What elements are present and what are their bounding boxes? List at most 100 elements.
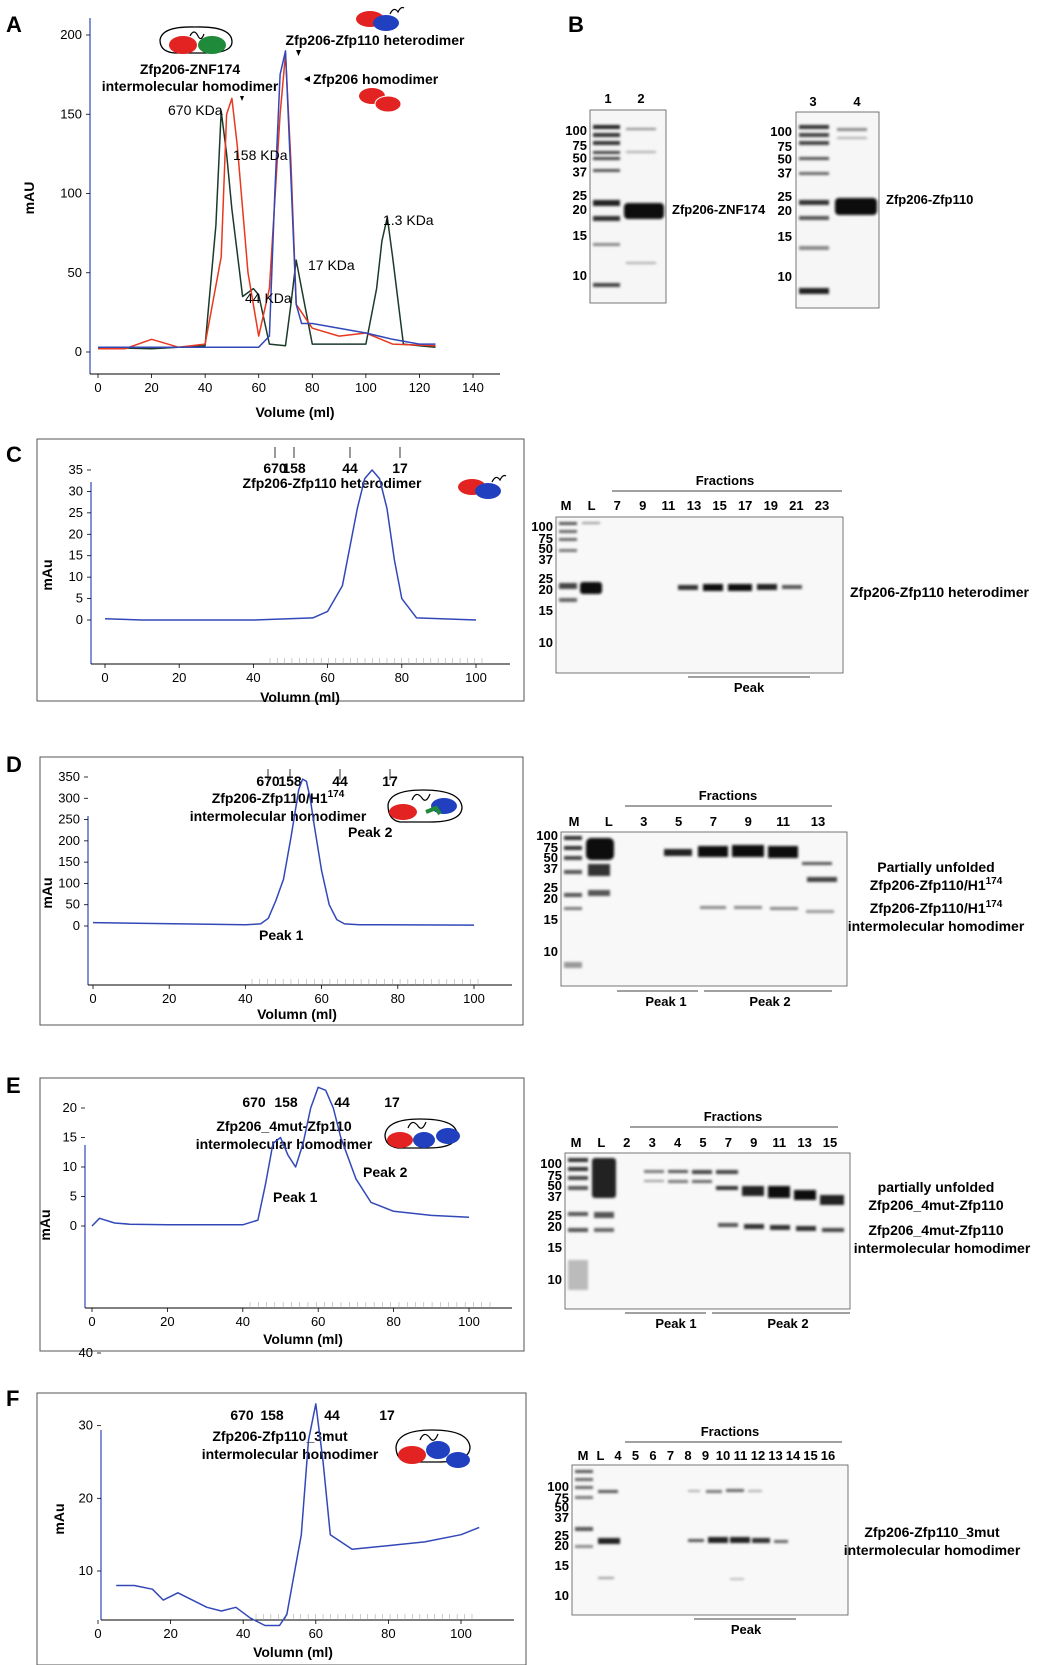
gel-f-header: Fractions	[701, 1424, 760, 1439]
lane-label-1: 1	[604, 91, 611, 106]
y-tick-label: 300	[58, 790, 80, 805]
gel-lane-label-5: 5	[699, 1135, 706, 1150]
panel-d-x-axis-label: Volumn (ml)	[257, 1006, 337, 1022]
icon-homodimer	[359, 88, 402, 113]
panel-f-title-line2: intermolecular homodimer	[202, 1446, 379, 1462]
arrow-heterodimer	[296, 50, 301, 56]
gel-marker-15: 15	[544, 912, 558, 927]
gel-e-peak2: Peak 2	[767, 1316, 808, 1331]
std-label-158: 158 KDa	[233, 147, 288, 163]
gel-e-band1-line1: partially unfolded	[878, 1179, 995, 1195]
panel-f-gel: Fractions M L 4 5 6 7 8 9 10 11 12 13 14 15 16 1007550…	[547, 1424, 1021, 1637]
gel-d-band1-line2: Zfp206-Zfp110/H1174	[870, 876, 1003, 893]
gel-lane-label-15: 15	[712, 498, 726, 513]
x-tick-label: 80	[381, 1626, 395, 1641]
top-marker-158: 158	[278, 773, 302, 789]
gel-marker-37: 37	[539, 552, 553, 567]
y-tick-label: 350	[58, 769, 80, 784]
x-tick-label: 20	[163, 1626, 177, 1641]
lane-label-3: 3	[809, 94, 816, 109]
panel-label-b: B	[568, 12, 584, 37]
gel-marker-15: 15	[539, 603, 553, 618]
top-marker-158: 158	[260, 1407, 284, 1423]
gel-lane-label-12: 12	[751, 1448, 765, 1463]
gel-lane-label-L: L	[588, 498, 596, 513]
series-line-f-0	[116, 1403, 480, 1627]
arrow-znf174	[240, 96, 244, 101]
gel-marker-20: 20	[555, 1538, 569, 1553]
x-tick-label: 0	[101, 670, 108, 685]
y-tick-label: 15	[63, 1130, 77, 1145]
gel-c-band-label: Zfp206-Zfp110 heterodimer	[850, 584, 1029, 600]
panel-c-y-axis-label: mAu	[39, 559, 55, 590]
gel-marker-10: 10	[548, 1272, 562, 1287]
std-label-1-3: 1.3 KDa	[383, 212, 434, 228]
panel-d-y-axis-label: mAu	[39, 877, 55, 908]
panel-f-chromatogram: 0 20 40 60 80 100 10 20 30 40 670 158 44 17 Volumn (m…	[51, 1345, 514, 1660]
y-tick-label: 5	[76, 591, 83, 606]
gel-lane-label-9: 9	[745, 814, 752, 829]
gel-marker-15: 15	[555, 1558, 569, 1573]
series-line-a-1	[98, 53, 436, 350]
icon-homodimer-f	[395, 1429, 471, 1468]
gel-lane-label-4: 4	[614, 1448, 622, 1463]
x-tick-label: 80	[386, 1314, 400, 1329]
series-line-d-0	[92, 778, 475, 926]
gel-d-header: Fractions	[699, 788, 758, 803]
panel-label-a: A	[6, 12, 22, 37]
gel-marker-100: 100	[531, 519, 553, 534]
gel-marker-100: 100	[565, 123, 587, 138]
gel-marker-10: 10	[539, 635, 553, 650]
gel-lane-label-14: 14	[786, 1448, 801, 1463]
x-tick-label: 100	[463, 991, 485, 1006]
x-tick-label: 0	[94, 1626, 101, 1641]
panel-d-peak1: Peak 1	[259, 927, 304, 943]
gel-b-lane-4-band	[835, 128, 877, 215]
panel-label-d: D	[6, 752, 22, 777]
y-tick-label: 150	[60, 106, 82, 121]
top-marker-158: 158	[274, 1094, 298, 1110]
panel-e-chromatogram: 0 20 40 60 80 100 0 5 10 15 20 670 158 44 17 Volumn (m…	[37, 1086, 512, 1347]
gel-f-peak-label: Peak	[731, 1622, 762, 1637]
lane-label-4: 4	[853, 94, 861, 109]
panel-f-x-axis-label: Volumn (ml)	[253, 1644, 333, 1660]
panel-c-box	[36, 438, 525, 702]
gel-lane-label-3: 3	[649, 1135, 656, 1150]
gel-marker-10: 10	[555, 1588, 569, 1603]
panel-f-title-line1: Zfp206-Zfp110_3mut	[212, 1428, 348, 1444]
x-tick-label: 60	[311, 1314, 325, 1329]
gel-marker-25: 25	[778, 189, 792, 204]
top-marker-670: 670	[256, 773, 280, 789]
ann-heterodimer: Zfp206-Zfp110 heterodimer	[286, 32, 465, 48]
x-tick-label: 140	[462, 380, 484, 395]
gel-marker-50: 50	[548, 1178, 562, 1193]
y-tick-label: 0	[73, 918, 80, 933]
top-marker-17: 17	[392, 460, 408, 476]
gel-marker-25: 25	[573, 188, 587, 203]
gel-marker-50: 50	[544, 850, 558, 865]
panel-d-title-line1: Zfp206-Zfp110/H1174	[212, 789, 345, 806]
panel-d-title-line2: intermolecular homodimer	[190, 808, 367, 824]
gel-marker-50: 50	[555, 1500, 569, 1515]
icon-homodimer-e	[384, 1118, 460, 1149]
std-label-17: 17 KDa	[308, 257, 355, 273]
gel-c-header: Fractions	[696, 473, 755, 488]
y-tick-label: 40	[79, 1345, 93, 1360]
y-tick-label: 10	[79, 1563, 93, 1578]
ann-zfp206-znf174-line2: intermolecular homodimer	[102, 78, 279, 94]
series-line-a-0	[97, 110, 436, 350]
gel-lane-label-7: 7	[725, 1135, 732, 1150]
icon-homodimer-d	[387, 789, 463, 823]
panel-e-box	[39, 1077, 525, 1352]
panel-d-box	[39, 756, 524, 1026]
top-marker-44: 44	[324, 1407, 340, 1423]
x-tick-label: 20	[144, 380, 158, 395]
top-marker-670: 670	[230, 1407, 254, 1423]
gel-lane-label-M: M	[571, 1135, 582, 1150]
std-label-44: 44 KDa	[245, 290, 292, 306]
